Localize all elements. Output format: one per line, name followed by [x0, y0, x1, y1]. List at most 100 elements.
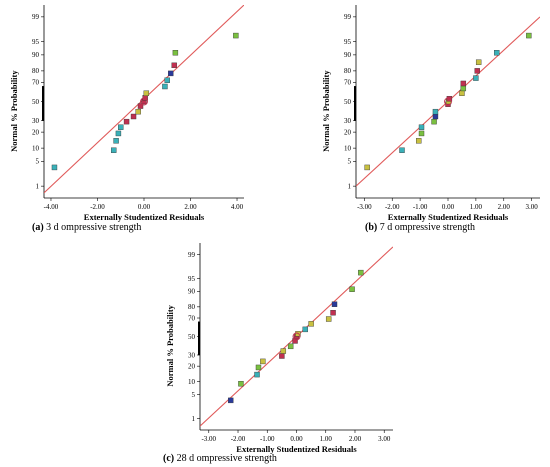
caption-text: 3 d ompressive strength	[44, 222, 142, 233]
y-tick-label: 90	[188, 288, 196, 296]
y-tick-label: 99	[32, 13, 40, 21]
data-point	[432, 108, 439, 115]
y-tick-label: 95	[344, 38, 352, 46]
chart-panel-c: 1 5 10 20 30 50 70 80 90 95 99 -3.00 -2.00 -1.00 0.00 1…	[160, 238, 400, 467]
x-axis-title: Externally Studentized Residuals	[388, 212, 509, 222]
y-axis-title: Normal % Probability	[9, 70, 19, 152]
center-marker	[140, 97, 148, 106]
data-point	[287, 343, 294, 350]
data-point	[254, 371, 260, 378]
x-tick-label: 1.00	[470, 203, 483, 211]
y-tick-label: 10	[344, 144, 352, 152]
y-tick-label: 99	[188, 251, 196, 259]
data-point	[325, 316, 332, 322]
x-axis-title: Externally Studentized Residuals	[236, 444, 357, 454]
y-tick-label: 50	[188, 333, 196, 341]
data-point	[330, 310, 336, 316]
y-tick-label: 5	[192, 391, 196, 399]
x-tick-label: -1.00	[260, 435, 275, 443]
x-tick-label: 0.00	[442, 203, 455, 211]
y-tick-label: 1	[192, 415, 196, 423]
data-point	[280, 348, 287, 354]
data-point	[135, 108, 141, 115]
y-tick-label: 5	[36, 158, 40, 166]
data-point	[162, 83, 168, 90]
axis-accent-mark	[198, 321, 200, 356]
data-point	[172, 50, 179, 56]
y-tick-label: 20	[344, 128, 352, 136]
y-tick-label: 10	[188, 378, 196, 386]
data-point	[418, 130, 425, 137]
y-axis-title: Normal % Probability	[165, 304, 175, 386]
y-tick-label: 30	[32, 117, 40, 125]
data-point	[130, 113, 137, 120]
x-axis-title: Externally Studentized Residuals	[84, 212, 205, 222]
data-point	[118, 124, 124, 130]
data-point	[364, 164, 370, 171]
probability-plot-b: 1 5 10 20 30 50 70 80 90 95 99 -3.00 -2.00 -1.00 0.00 1…	[321, 5, 540, 233]
caption-text: 28 d ompressive strength	[174, 453, 277, 464]
data-point	[416, 138, 422, 144]
x-tick-label: 1.00	[320, 435, 333, 443]
x-tick-label: -3.00	[201, 435, 216, 443]
data-point	[113, 138, 119, 144]
data-point	[233, 32, 239, 39]
y-tick-label: 10	[32, 144, 40, 152]
x-tick-label: -4.00	[44, 203, 59, 211]
y-tick-label: 95	[32, 38, 40, 46]
x-tick-label: 2.00	[349, 435, 362, 443]
y-tick-label: 50	[32, 98, 40, 106]
y-tick-label: 95	[188, 275, 196, 283]
data-point	[473, 75, 479, 81]
y-tick-label: 70	[188, 314, 196, 322]
y-axis-title: Normal % Probability	[321, 70, 331, 152]
y-tick-label: 99	[344, 13, 352, 21]
data-point	[255, 364, 262, 371]
data-point	[446, 96, 453, 102]
data-point	[168, 70, 174, 77]
axis-accent-mark	[42, 86, 44, 121]
y-tick-label: 20	[188, 362, 196, 370]
data-point	[459, 90, 465, 96]
center-marker	[444, 97, 452, 106]
figure-caption: (b) 7 d ompressive strength	[365, 222, 475, 233]
data-point	[143, 90, 150, 96]
x-tick-label: -2.00	[90, 203, 105, 211]
data-point	[399, 147, 405, 153]
data-point	[279, 353, 285, 359]
data-point	[460, 80, 467, 87]
data-point	[431, 118, 437, 125]
data-point	[228, 397, 234, 404]
data-point	[308, 321, 314, 327]
y-tick-label: 80	[188, 303, 196, 311]
data-point	[475, 59, 482, 65]
data-point	[494, 50, 500, 56]
data-point	[418, 124, 425, 130]
x-tick-label: 3.00	[526, 203, 539, 211]
x-tick-label: -2.00	[231, 435, 246, 443]
data-point	[358, 269, 364, 276]
y-tick-label: 30	[344, 117, 352, 125]
data-point	[349, 286, 355, 292]
chart-panel-b: 1 5 10 20 30 50 70 80 90 95 99 -3.00 -2.00 -1.00 0.00 1…	[315, 0, 550, 235]
probability-plot-c: 1 5 10 20 30 50 70 80 90 95 99 -3.00 -2.00 -1.00 0.00 1…	[163, 243, 393, 464]
data-point	[171, 62, 177, 69]
y-tick-label: 70	[32, 79, 40, 87]
data-point	[115, 130, 122, 137]
data-point	[260, 358, 266, 365]
data-point	[295, 331, 301, 337]
figure-caption: (c) 28 d ompressive strength	[163, 453, 277, 464]
y-tick-label: 30	[188, 351, 196, 359]
x-tick-label: -3.00	[357, 203, 372, 211]
chart-panel-a: 1 5 10 20 30 50 70 80 90 95 99 -4.00 -2.00 0.00 2.00 4.…	[0, 0, 250, 235]
data-point	[474, 68, 480, 74]
y-tick-label: 1	[36, 182, 40, 190]
y-tick-label: 5	[348, 158, 352, 166]
caption-label: (a)	[32, 222, 44, 233]
x-tick-label: 3.00	[378, 435, 391, 443]
y-tick-label: 20	[32, 128, 40, 136]
y-tick-label: 70	[344, 79, 352, 87]
caption-label: (c)	[163, 453, 174, 464]
x-tick-label: 2.00	[498, 203, 511, 211]
caption-text: 7 d ompressive strength	[377, 222, 475, 233]
